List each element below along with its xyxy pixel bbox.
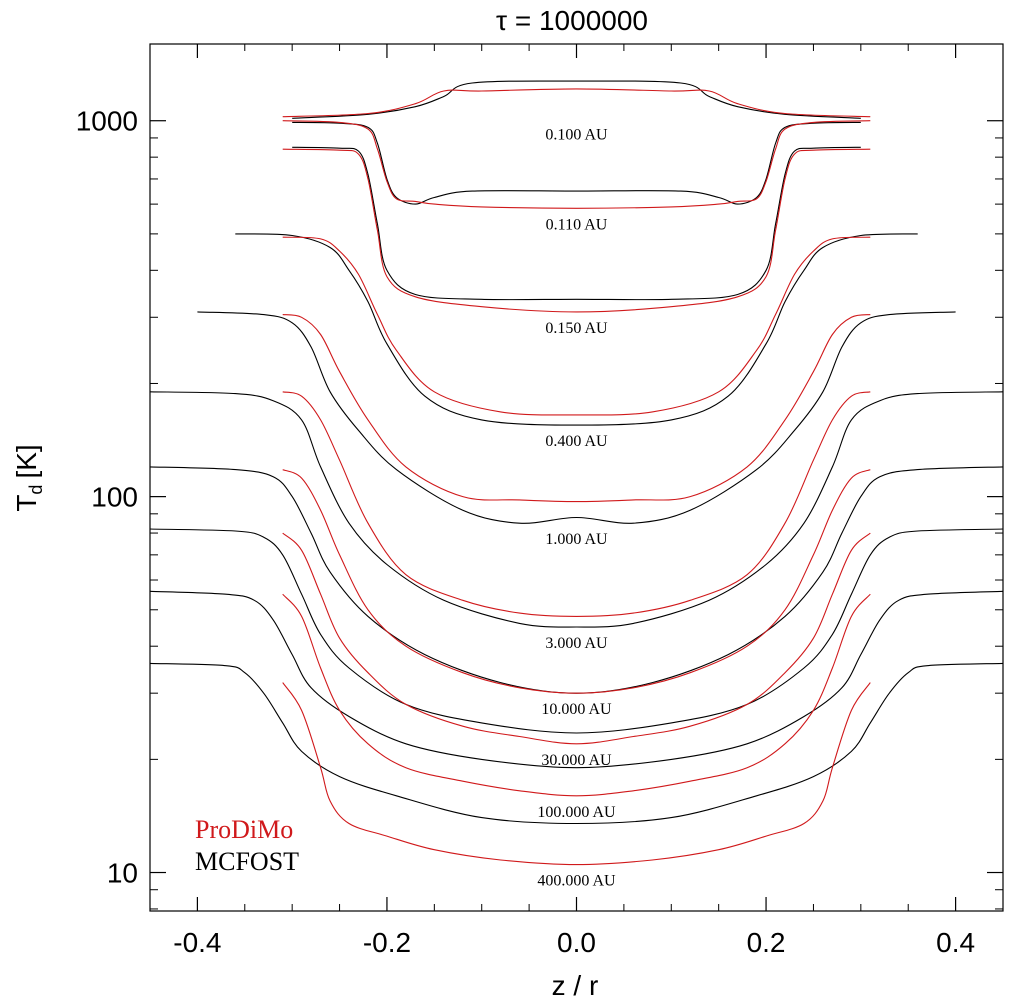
mcfost-line-0-150-au xyxy=(292,146,861,301)
curve-label-0-110-au: 0.110 AU xyxy=(546,216,608,233)
series-group xyxy=(149,80,1004,866)
prodimo-line-100-000-au xyxy=(282,593,871,797)
y-tick-label: 1000 xyxy=(76,106,138,137)
mcfost-line-10-000-au xyxy=(149,466,1004,694)
mcfost-line-0-100-au xyxy=(292,80,861,119)
y-axis-label-unit: [K] xyxy=(11,444,42,478)
y-axis-label: Td [K] xyxy=(11,444,46,511)
curve-labels-group: 0.100 AU 0.110 AU 0.150 AU 0.400 AU 1.000 AU… xyxy=(537,126,616,889)
prodimo-line-30-000-au xyxy=(282,532,871,745)
x-tick-label: -0.2 xyxy=(363,927,411,958)
x-tick-label: -0.4 xyxy=(173,927,221,958)
prodimo-line-10-000-au xyxy=(282,469,871,694)
curve-label-1-000-au: 1.000 AU xyxy=(545,531,608,548)
y-tick-label: 10 xyxy=(107,858,138,889)
prodimo-line-1-000-au xyxy=(282,314,871,503)
mcfost-line-30-000-au xyxy=(149,528,1004,734)
prodimo-line-0-400-au xyxy=(282,236,871,416)
mcfost-line-0-400-au xyxy=(235,233,918,426)
curve-label-0-400-au: 0.400 AU xyxy=(545,433,608,450)
plot-frame xyxy=(149,43,1004,912)
chart-title: τ = 1000000 xyxy=(496,5,648,36)
y-axis-ticks: 10 100 1000 xyxy=(76,106,1003,910)
prodimo-line-0-150-au xyxy=(282,148,871,313)
x-axis-ticks: -0.4 -0.2 0.0 0.2 0.4 xyxy=(149,44,1004,958)
mcfost-line-400-000-au xyxy=(149,662,1004,825)
curve-label-30-000-au: 30.000 AU xyxy=(541,752,612,769)
curve-label-100-000-au: 100.000 AU xyxy=(537,804,616,821)
curve-label-400-000-au: 400.000 AU xyxy=(537,873,616,890)
curve-label-3-000-au: 3.000 AU xyxy=(545,635,608,652)
legend-entry-prodimo: ProDiMo xyxy=(195,815,293,844)
curve-label-10-000-au: 10.000 AU xyxy=(541,701,612,718)
mcfost-line-3-000-au xyxy=(149,391,1004,628)
mcfost-line-100-000-au xyxy=(149,590,1004,769)
x-axis-label: z / r xyxy=(552,970,599,1000)
y-axis-label-main: T xyxy=(11,495,42,512)
prodimo-line-0-100-au xyxy=(282,88,871,118)
mcfost-line-0-110-au xyxy=(292,121,861,205)
legend-entry-mcfost: MCFOST xyxy=(195,847,299,876)
x-tick-label: 0.2 xyxy=(747,927,786,958)
svg-text:Td[K]: Td [K] xyxy=(11,444,46,511)
y-tick-label: 100 xyxy=(91,482,138,513)
curve-label-0-100-au: 0.100 AU xyxy=(545,126,608,143)
curve-label-0-150-au: 0.150 AU xyxy=(545,320,608,337)
y-axis-label-sub: d xyxy=(26,485,46,495)
prodimo-line-3-000-au xyxy=(282,391,871,617)
prodimo-line-400-000-au xyxy=(282,682,871,866)
x-tick-label: 0.4 xyxy=(936,927,975,958)
x-tick-label: 0.0 xyxy=(557,927,596,958)
mcfost-line-1-000-au xyxy=(197,311,956,524)
prodimo-line-0-110-au xyxy=(282,120,871,209)
